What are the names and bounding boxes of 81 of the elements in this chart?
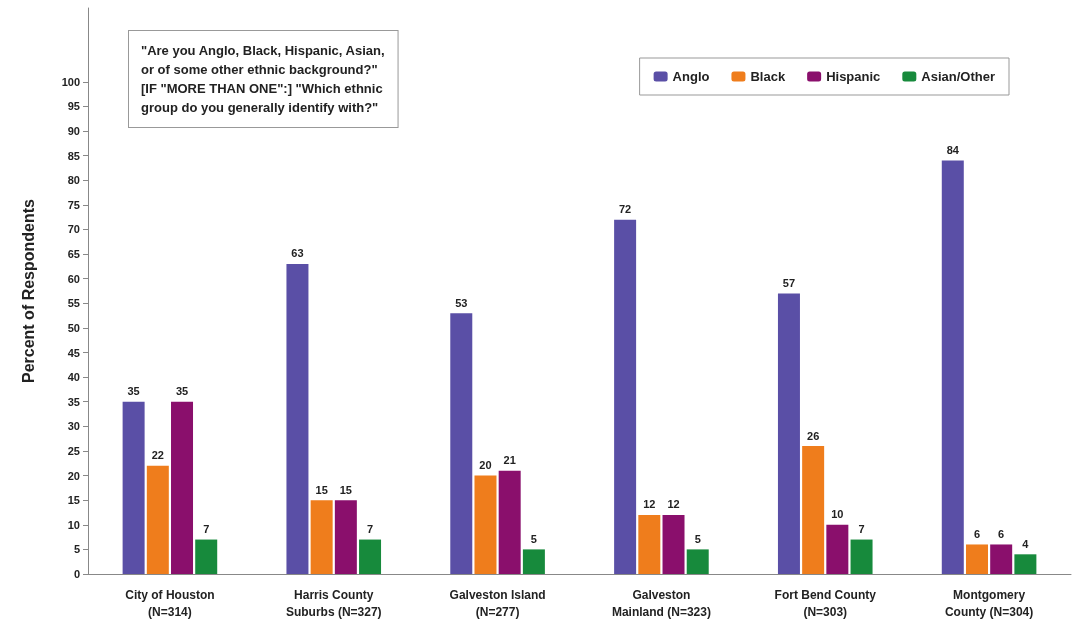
data-label: 6: [973, 527, 981, 540]
bar: [334, 500, 357, 574]
bar: [638, 514, 661, 574]
data-label: 7: [203, 523, 210, 536]
data-label: 20: [479, 459, 492, 472]
y-axis-title: Percent of Respondents: [19, 198, 37, 384]
y-tick-label: 0: [73, 568, 80, 580]
bar: [965, 544, 988, 574]
data-label: 5: [694, 532, 701, 545]
y-tick-label: 40: [67, 371, 80, 384]
y-tick-label: 80: [67, 174, 80, 187]
data-label: 12: [667, 498, 680, 511]
legend-label: Black: [750, 69, 786, 84]
bar: [146, 465, 169, 574]
data-label: 35: [175, 385, 189, 398]
annotation: "Are you Anglo, Black, Hispanic, Asian, or of some other ethnic background?" [IF "MORE THAN ONE":] "Which ethnic group do you generally identify with?": [141, 43, 385, 115]
data-label: 57: [782, 276, 796, 289]
y-tick-label: 70: [67, 223, 80, 236]
bar: [450, 313, 473, 574]
bar: [171, 401, 194, 574]
bar: [310, 500, 333, 574]
x-tick-label: Fort Bend County (N=303): [774, 587, 877, 619]
legend-label: Asian/Other: [921, 69, 995, 84]
bar: [990, 544, 1013, 574]
x-tick-label: Montgomery County (N=304): [944, 587, 1034, 619]
data-label: 35: [127, 385, 140, 398]
legend-label: Hispanic: [826, 69, 881, 84]
x-tick-label: Galveston Mainland (N=323): [611, 587, 711, 619]
y-tick-label: 55: [67, 297, 80, 310]
data-label: 6: [998, 527, 1005, 540]
y-tick-label: 45: [67, 346, 80, 359]
bar: [474, 475, 497, 574]
y-tick-label: 25: [67, 444, 80, 457]
data-label: 15: [315, 483, 328, 496]
data-label: 21: [503, 454, 516, 467]
bar: [498, 470, 521, 574]
y-tick-label: 100: [61, 75, 80, 88]
legend-label: Anglo: [672, 69, 710, 84]
data-label: 10: [831, 508, 844, 521]
data-label: 7: [366, 523, 374, 536]
y-tick-label: 60: [67, 272, 80, 285]
data-label: 84: [946, 144, 960, 157]
x-tick-label: Harris County Suburbs (N=327): [285, 587, 382, 619]
bar: [359, 539, 382, 574]
bar: [826, 524, 849, 574]
y-tick-label: 95: [67, 100, 80, 113]
data-label: 72: [618, 203, 632, 216]
y-tick-label: 50: [67, 321, 80, 334]
x-tick-label: Galveston Island (N=277): [449, 587, 546, 619]
bar: [777, 293, 800, 574]
bar: [614, 219, 637, 574]
y-tick-label: 65: [67, 248, 80, 261]
data-label: 63: [291, 247, 304, 260]
data-label: 22: [151, 449, 164, 462]
bar: [662, 514, 685, 574]
y-tick-label: 30: [67, 420, 80, 433]
bar: [941, 160, 964, 574]
bar: [802, 446, 825, 574]
bar: [286, 263, 309, 574]
y-tick-label: 20: [67, 469, 80, 482]
y-tick-label: 15: [67, 494, 80, 507]
x-tick-label: City of Houston (N=314): [125, 587, 215, 619]
y-tick-label: 35: [67, 395, 80, 408]
bar: [122, 401, 145, 574]
y-tick-label: 10: [67, 518, 80, 531]
bar: [195, 539, 218, 574]
data-label: 7: [858, 523, 865, 536]
y-tick-label: 85: [67, 149, 80, 162]
y-tick-label: 90: [67, 125, 80, 138]
bar: [686, 549, 709, 574]
data-label: 12: [643, 498, 656, 511]
data-label: 53: [455, 296, 468, 309]
bar: [850, 539, 873, 574]
data-label: 5: [530, 532, 537, 545]
data-label: 26: [807, 429, 820, 442]
data-label: 4: [1022, 537, 1030, 550]
bar: [522, 549, 545, 574]
data-label: 15: [339, 483, 352, 496]
y-tick-label: 5: [73, 543, 80, 556]
y-tick-label: 75: [67, 198, 80, 211]
bar: [1014, 554, 1037, 574]
